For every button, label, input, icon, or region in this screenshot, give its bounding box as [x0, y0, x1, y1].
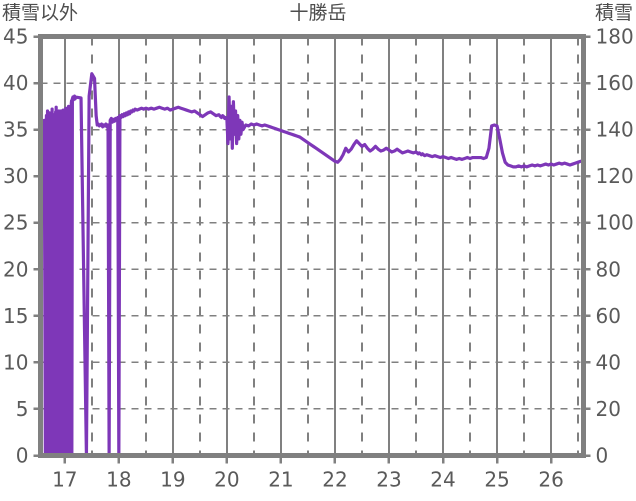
x-tick-label: 17 — [52, 468, 77, 492]
right-tick-label: 0 — [596, 444, 609, 468]
tick-labels: 0 5 10 15 20 25 30 35 40 45 0 20 40 60 80 100 120 140 160 1… — [3, 25, 634, 492]
series-line-layer — [42, 72, 583, 458]
left-tick-label: 40 — [3, 71, 28, 95]
tick-marks — [33, 35, 591, 464]
right-tick-label: 20 — [596, 397, 621, 421]
left-tick-label: 15 — [3, 304, 28, 328]
right-tick-label: 80 — [596, 257, 621, 281]
x-tick-label: 24 — [430, 468, 455, 492]
right-tick-label: 60 — [596, 304, 621, 328]
left-axis-title: 積雪以外 — [2, 2, 79, 24]
right-tick-label: 160 — [596, 71, 634, 95]
left-tick-label: 0 — [16, 444, 29, 468]
left-tick-label: 10 — [3, 350, 28, 374]
x-tick-label: 19 — [160, 468, 185, 492]
right-axis-title: 積雪 — [594, 2, 633, 24]
x-tick-label: 23 — [376, 468, 401, 492]
x-tick-label: 22 — [322, 468, 347, 492]
x-tick-label: 21 — [268, 468, 293, 492]
x-tick-label: 20 — [214, 468, 239, 492]
chart-title: 十勝岳 — [289, 2, 347, 24]
left-tick-label: 30 — [3, 164, 28, 188]
left-tick-label: 20 — [3, 257, 28, 281]
right-tick-label: 140 — [596, 118, 634, 142]
right-tick-label: 40 — [596, 350, 621, 374]
right-tick-label: 180 — [596, 25, 634, 49]
x-tick-label: 25 — [484, 468, 509, 492]
x-tick-label: 18 — [106, 468, 131, 492]
right-tick-label: 100 — [596, 211, 634, 235]
left-tick-label: 35 — [3, 118, 28, 142]
x-tick-label: 26 — [538, 468, 563, 492]
left-tick-label: 25 — [3, 211, 28, 235]
axis-frame — [38, 34, 586, 458]
left-tick-label: 5 — [16, 397, 29, 421]
right-tick-label: 120 — [596, 164, 634, 188]
grid-layer — [40, 36, 584, 456]
left-tick-label: 45 — [3, 25, 28, 49]
